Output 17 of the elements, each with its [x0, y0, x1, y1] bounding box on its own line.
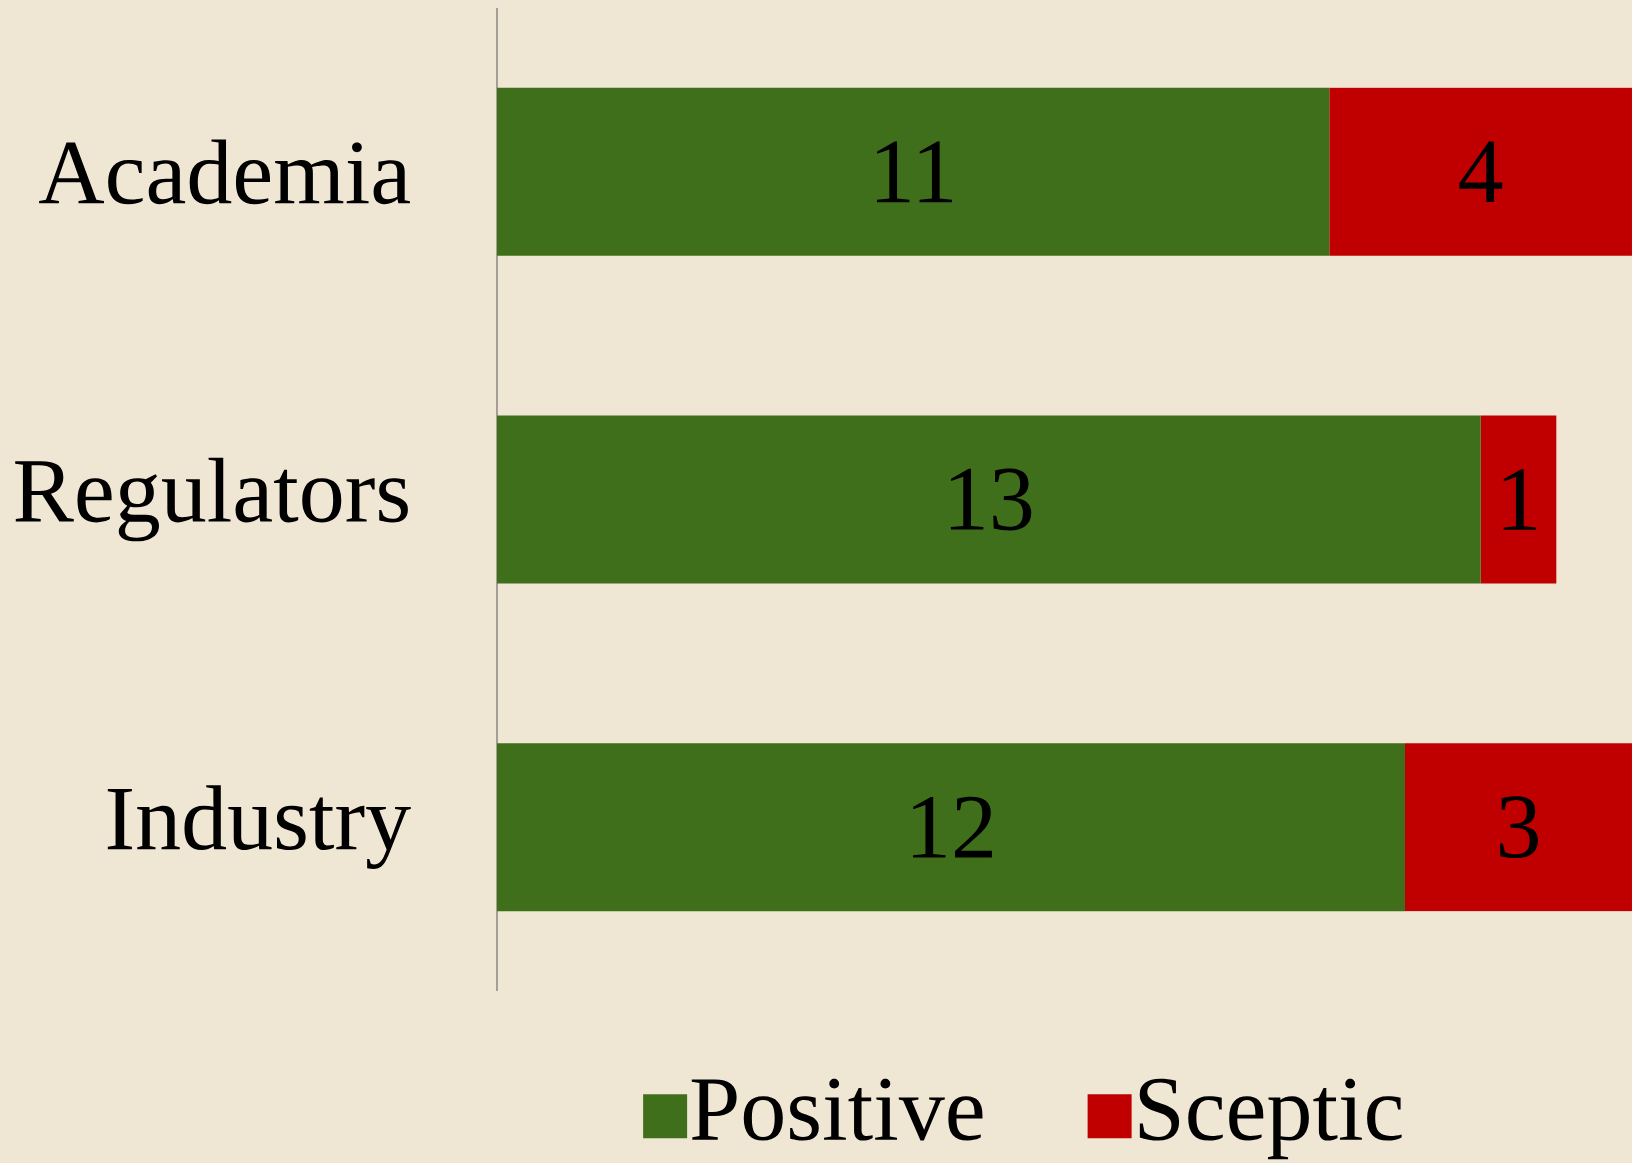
bar [1480, 415, 1557, 584]
data-label: 3 [1499, 796, 1538, 859]
y-tick-label: Industry [107, 785, 411, 870]
y-tick-label: Regulators [15, 457, 408, 542]
bar [497, 87, 1330, 256]
data-label: 11 [876, 141, 952, 203]
bar [1329, 87, 1632, 256]
bar [1404, 743, 1632, 912]
data-label: 13 [950, 468, 1032, 531]
bar [497, 743, 1405, 912]
data-label: 12 [913, 796, 992, 858]
bar [497, 415, 1481, 584]
legend-label: Positive [691, 1078, 983, 1141]
y-tick-label: Academia [39, 139, 410, 205]
data-label: 1 [1503, 469, 1536, 530]
data-label: 4 [1459, 141, 1503, 203]
legend-label: Sceptic [1139, 1078, 1402, 1160]
